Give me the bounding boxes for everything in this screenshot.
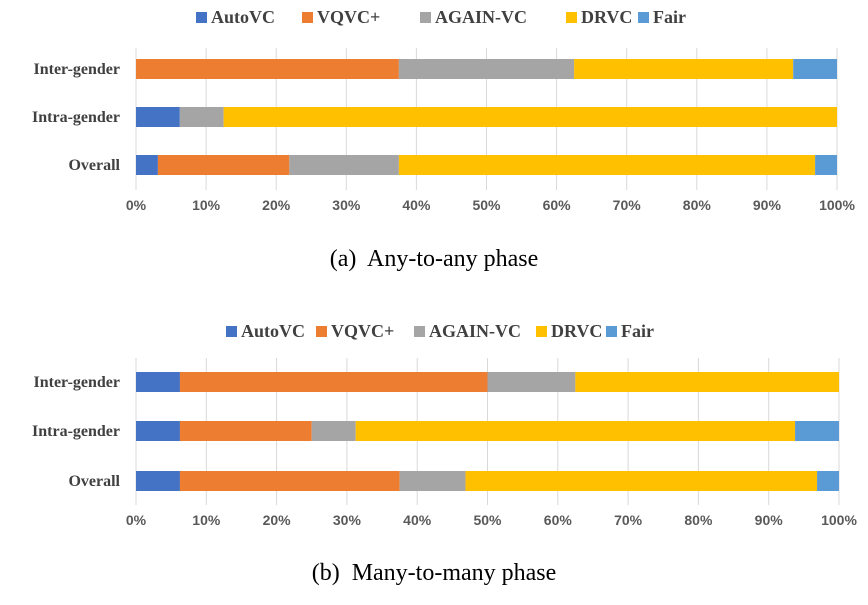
- x-tick-label: 50%: [473, 512, 502, 528]
- x-tick-label: 30%: [332, 197, 361, 213]
- x-tick-label: 20%: [263, 512, 292, 528]
- category-label-inter-gender: Inter-gender: [34, 374, 121, 391]
- chart-panel-any-to-any: 0% 10% 20% 30% 40% 50% 60% 70% 80% 90% 100% Inter-g…: [32, 7, 855, 272]
- bar-segment-again-vc-overall: [289, 155, 399, 175]
- x-tick-label: 10%: [192, 512, 221, 528]
- bar-segment-drvc-overall: [398, 155, 816, 175]
- category-label-overall: Overall: [68, 157, 120, 174]
- bar-segment-again-vc-intra-gender: [179, 107, 224, 127]
- chart-panel-many-to-many: 0% 10% 20% 30% 40% 50% 60% 70% 80% 90% 100% Inter-g…: [32, 321, 857, 586]
- x-tick-label: 20%: [262, 197, 291, 213]
- legend-swatch-vqvc: [302, 12, 313, 23]
- x-tick-label: 70%: [613, 197, 642, 213]
- x-tick-label: 90%: [755, 512, 784, 528]
- x-tick-label: 10%: [192, 197, 221, 213]
- legend-swatch-autovc: [196, 12, 207, 23]
- legend-swatch-drvc: [566, 12, 577, 23]
- bar-segment-fair-overall: [817, 471, 839, 491]
- legend-label-fair: Fair: [653, 7, 686, 27]
- x-tick-label: 0%: [126, 197, 147, 213]
- legend-label-again-vc: AGAIN-VC: [435, 7, 527, 27]
- x-tick-label: 0%: [126, 512, 147, 528]
- x-tick-label: 90%: [753, 197, 782, 213]
- x-tick-label: 40%: [403, 512, 432, 528]
- bar-segment-vqvc-inter-gender: [136, 59, 399, 79]
- legend-label-fair: Fair: [621, 321, 654, 341]
- legend-swatch-again-vc: [420, 12, 431, 23]
- legend-swatch-drvc: [536, 326, 547, 337]
- bar-segment-autovc-inter-gender: [136, 372, 180, 392]
- bar-segment-vqvc-overall: [179, 471, 400, 491]
- legend-label-drvc: DRVC: [551, 321, 602, 341]
- figure-caption: (b) Many-to-many phase: [312, 560, 557, 586]
- bar-segment-drvc-intra-gender: [355, 421, 796, 441]
- x-tick-label: 60%: [543, 197, 572, 213]
- x-tick-label: 50%: [472, 197, 501, 213]
- bar-segment-fair-overall: [815, 155, 837, 175]
- x-tick-label: 100%: [819, 197, 855, 213]
- x-tick-label: 100%: [821, 512, 857, 528]
- legend-label-vqvc: VQVC+: [331, 321, 394, 341]
- legend-label-autovc: AutoVC: [241, 321, 305, 341]
- legend-swatch-again-vc: [414, 326, 425, 337]
- bar-segment-drvc-intra-gender: [223, 107, 837, 127]
- bar-segment-autovc-overall: [136, 155, 158, 175]
- category-label-inter-gender: Inter-gender: [34, 61, 121, 78]
- bar-segment-fair-intra-gender: [795, 421, 839, 441]
- category-label-overall: Overall: [68, 473, 120, 490]
- legend-label-vqvc: VQVC+: [317, 7, 380, 27]
- x-tick-label: 80%: [684, 512, 713, 528]
- figure-caption: (a) Any-to-any phase: [330, 246, 539, 272]
- bar-segment-again-vc-intra-gender: [311, 421, 356, 441]
- bar-segment-again-vc-inter-gender: [487, 372, 576, 392]
- bar-segment-autovc-overall: [136, 471, 180, 491]
- bar-segment-again-vc-overall: [399, 471, 466, 491]
- legend-swatch-fair: [606, 326, 617, 337]
- bar-segment-autovc-intra-gender: [136, 107, 180, 127]
- legend-swatch-fair: [638, 12, 649, 23]
- bar-segment-fair-inter-gender: [793, 59, 837, 79]
- x-tick-label: 80%: [683, 197, 712, 213]
- x-tick-label: 70%: [614, 512, 643, 528]
- category-label-intra-gender: Intra-gender: [32, 423, 120, 440]
- bar-segment-drvc-inter-gender: [575, 372, 839, 392]
- bar-segment-drvc-inter-gender: [574, 59, 794, 79]
- legend-swatch-vqvc: [316, 326, 327, 337]
- x-tick-label: 30%: [333, 512, 362, 528]
- bar-segment-vqvc-intra-gender: [179, 421, 312, 441]
- x-tick-label: 60%: [544, 512, 573, 528]
- bar-segment-vqvc-inter-gender: [179, 372, 488, 392]
- bar-segment-autovc-intra-gender: [136, 421, 180, 441]
- bar-segment-again-vc-inter-gender: [398, 59, 575, 79]
- category-label-intra-gender: Intra-gender: [32, 109, 120, 126]
- x-tick-label: 40%: [402, 197, 431, 213]
- legend-swatch-autovc: [226, 326, 237, 337]
- legend-label-autovc: AutoVC: [211, 7, 275, 27]
- legend-label-drvc: DRVC: [581, 7, 632, 27]
- bar-segment-vqvc-overall: [157, 155, 290, 175]
- bar-segment-drvc-overall: [465, 471, 818, 491]
- legend-label-again-vc: AGAIN-VC: [429, 321, 521, 341]
